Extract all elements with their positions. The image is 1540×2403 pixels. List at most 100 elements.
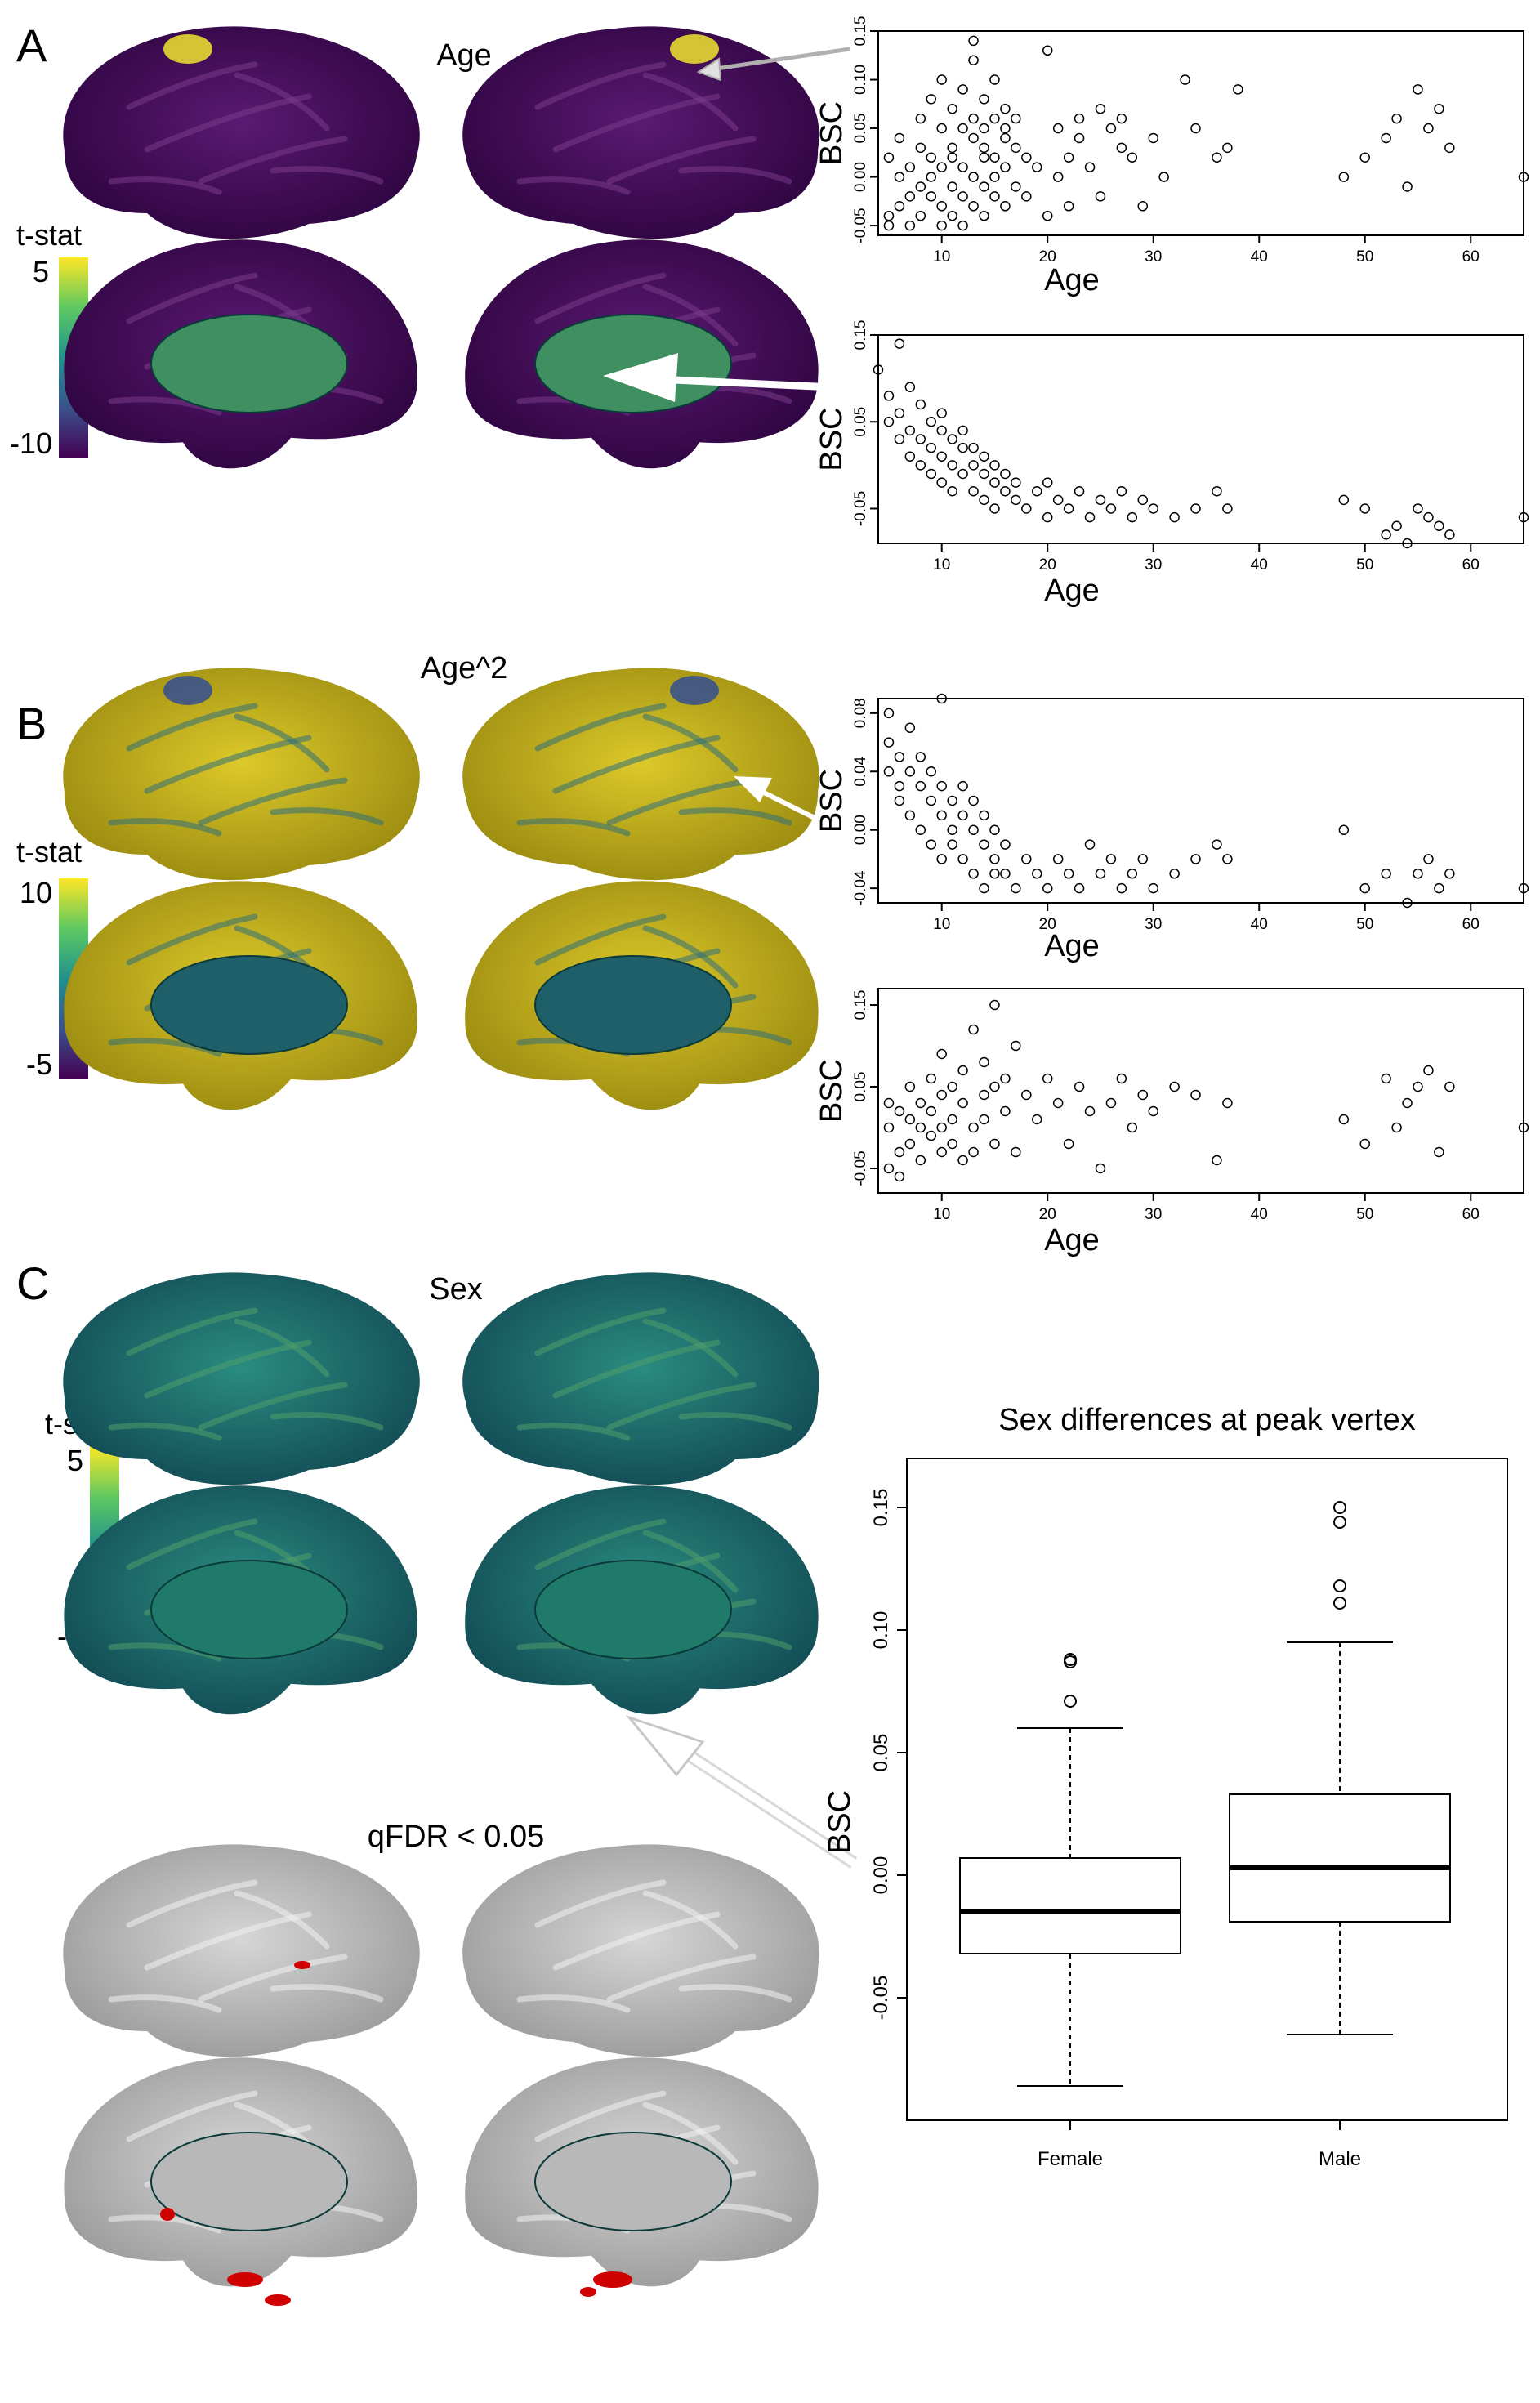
data-point [979,882,989,894]
x-tick-label: 30 [1145,248,1162,266]
lateral-surface-fold [606,1382,757,1431]
data-point [1137,494,1149,506]
lateral-surface-fold [270,807,384,826]
data-point [936,780,947,792]
x-axis-label: Age [1044,574,1100,608]
significant-vertex [294,1961,310,1969]
boxplot-sex-differences: Sex differences at peak vertex BSC -0.05 0.… [823,1403,1508,2170]
data-point [1042,1073,1053,1084]
data-point [1402,181,1413,192]
data-point [979,451,989,462]
data-point [1095,869,1106,879]
arrow-a-top [710,47,850,72]
data-point [968,55,979,65]
y-tick-label: 0.15 [870,1489,892,1527]
corpus-callosum [150,2132,348,2231]
data-point [989,854,1000,864]
arrow-b-top [746,782,855,840]
data-point [989,152,1000,163]
medial-surface-fold [642,284,739,347]
corpus-callosum [150,1560,348,1659]
data-point [883,417,895,427]
data-point [968,113,979,124]
data-point [1434,882,1444,894]
data-point [947,103,957,114]
data-point [1434,1146,1444,1158]
data-point [989,1138,1000,1150]
data-point [947,795,957,806]
data-point [1052,172,1064,182]
data-point [1011,1146,1021,1158]
data-point [968,824,979,835]
data-point [926,172,937,182]
lateral-surface-fold [678,807,792,826]
x-tick-label: 20 [1039,916,1056,933]
x-tick-label: 50 [1356,248,1373,266]
data-point [894,1105,905,1117]
data-point [1338,494,1350,506]
data-point [1116,1073,1127,1084]
y-axis-label: BSC [815,769,849,833]
data-point [904,810,916,821]
data-point [957,123,968,134]
data-point [926,766,937,777]
data-point [989,503,1000,514]
data-point [979,142,989,154]
data-point [968,1146,979,1158]
data-point [979,810,989,821]
data-point [894,780,905,792]
lateral-surface-fold [198,777,348,826]
data-point [883,152,895,163]
data-point [1402,538,1413,549]
data-point [1042,45,1053,56]
data-point [1423,1065,1434,1076]
y-tick-label: -0.05 [852,491,869,526]
data-point [947,1081,957,1092]
data-point [915,824,926,835]
data-point [926,1105,937,1117]
plot-frame [877,334,1524,544]
x-tick-label: 50 [1356,1206,1373,1223]
data-point [894,408,905,418]
data-point [1169,1081,1180,1092]
x-tick-label: 50 [1356,556,1373,574]
data-point [1402,1097,1413,1109]
lateral-surface-fold [534,703,667,752]
data-point [1518,882,1529,894]
data-point [1434,520,1444,531]
data-point [1359,882,1370,894]
data-point [968,460,979,471]
data-point [1518,511,1529,523]
data-point [968,172,979,182]
data-point [1222,142,1233,154]
lateral-surface-fold [270,1984,384,2003]
data-point [1222,1097,1233,1109]
data-point [947,434,957,444]
panel-title-sex: Sex [429,1272,482,1306]
lateral-surface-fold [234,72,330,132]
data-point [926,94,937,105]
lateral-surface-fold [198,136,348,185]
data-point [936,854,947,864]
data-point [1021,503,1032,514]
data-point [915,752,926,762]
y-tick-label: 0.05 [852,114,869,144]
lateral-surface [462,668,819,881]
data-point [1052,494,1064,506]
y-axis-label: BSC [815,101,849,165]
x-tick-label: 10 [933,248,950,266]
data-point [915,1155,926,1166]
data-point [1338,1114,1350,1125]
data-point [1518,172,1529,182]
data-point [904,1081,916,1092]
plot-frame [877,698,1524,904]
data-point [926,417,937,427]
colorbar-label: t-stat [16,835,82,869]
data-point [979,1089,989,1101]
data-point [1137,201,1149,212]
arrow-b-bottom-head [771,1088,802,1110]
data-point [1359,1138,1370,1150]
x-tick-label: 20 [1039,1206,1056,1223]
data-point [1032,162,1042,172]
x-axis-label: Age [1044,263,1100,297]
